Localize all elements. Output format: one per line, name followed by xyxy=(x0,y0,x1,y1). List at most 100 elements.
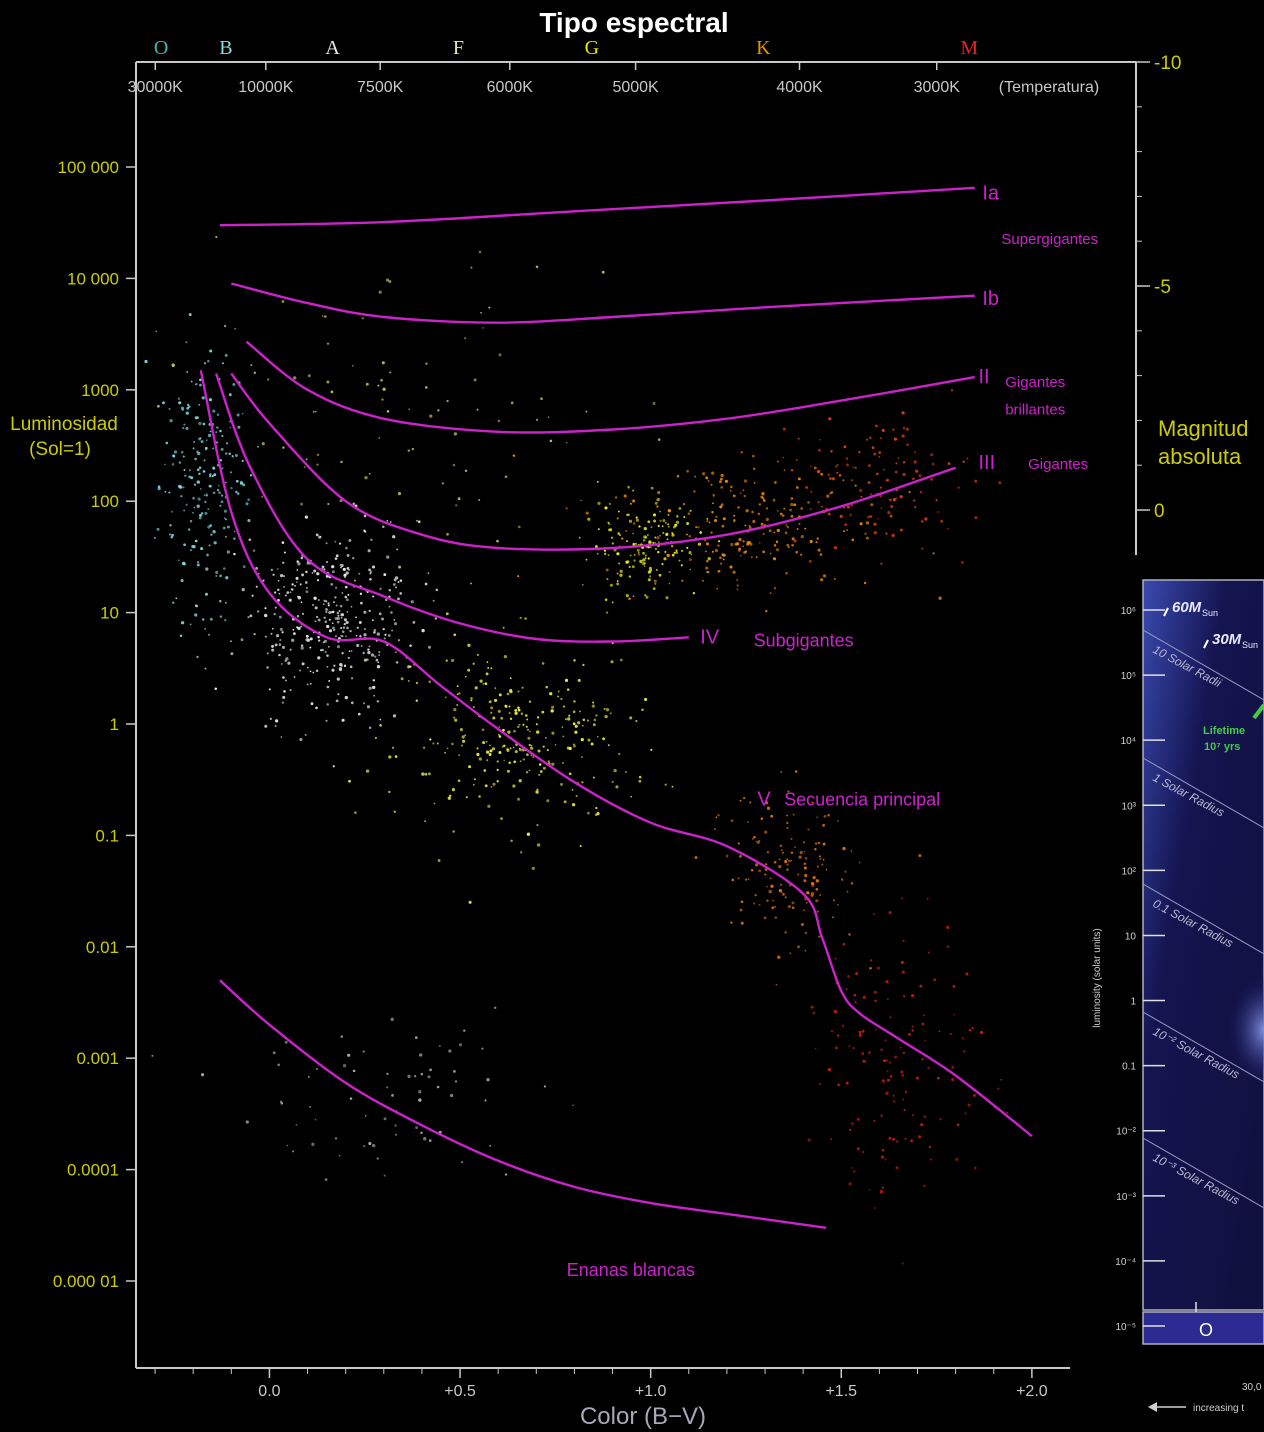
star-point xyxy=(397,597,400,601)
star-point xyxy=(429,738,432,741)
star-point xyxy=(339,662,343,667)
star-point xyxy=(541,710,545,714)
star-point xyxy=(613,768,617,773)
star-point xyxy=(299,583,302,586)
star-point xyxy=(205,439,208,442)
star-point xyxy=(233,537,236,541)
star-point xyxy=(363,610,367,614)
star-point xyxy=(667,525,670,528)
star-point xyxy=(277,588,280,591)
star-point xyxy=(201,396,205,400)
star-point xyxy=(444,696,447,699)
star-point xyxy=(458,754,460,756)
star-point xyxy=(283,690,286,693)
star-point xyxy=(232,382,236,387)
star-point xyxy=(153,537,156,539)
star-point xyxy=(301,573,305,577)
star-point xyxy=(382,627,385,631)
star-point xyxy=(300,644,304,647)
star-point xyxy=(822,842,826,846)
star-point xyxy=(235,479,239,483)
star-point xyxy=(208,544,211,547)
star-point xyxy=(680,549,684,552)
star-point xyxy=(250,364,253,367)
star-point xyxy=(325,719,328,722)
star-point xyxy=(918,854,922,858)
star-point xyxy=(923,1115,927,1119)
star-point xyxy=(870,959,873,962)
star-point xyxy=(336,677,340,681)
star-point xyxy=(497,733,500,736)
star-point xyxy=(291,583,294,586)
star-point xyxy=(487,667,490,669)
star-point xyxy=(215,575,218,577)
star-point xyxy=(389,371,392,374)
star-point xyxy=(300,601,303,604)
star-point xyxy=(273,613,276,616)
star-point xyxy=(327,503,330,505)
star-point xyxy=(185,411,189,415)
star-point xyxy=(631,565,635,569)
star-point xyxy=(837,819,839,822)
star-point xyxy=(845,1081,849,1085)
star-point xyxy=(743,551,747,555)
star-point xyxy=(967,1103,971,1107)
star-point xyxy=(915,1076,920,1080)
star-point xyxy=(968,1028,972,1032)
y-axis-label-line2: (Sol=1) xyxy=(29,439,91,460)
star-point xyxy=(338,667,343,671)
star-point xyxy=(500,817,503,821)
star-point xyxy=(528,769,531,772)
star-point xyxy=(871,446,875,450)
star-point xyxy=(629,502,632,505)
star-point xyxy=(794,770,798,773)
inset-mass-label: 60M xyxy=(1172,599,1202,616)
star-point xyxy=(650,526,653,529)
star-point xyxy=(644,554,647,557)
star-point xyxy=(850,504,854,507)
star-point xyxy=(514,711,518,715)
annotation-label: Enanas blancas xyxy=(567,1260,695,1280)
star-point xyxy=(580,499,582,502)
inset-spectral-label: O xyxy=(1199,1320,1213,1340)
star-point xyxy=(930,453,934,457)
star-point xyxy=(816,865,819,868)
star-point xyxy=(292,628,295,631)
star-point xyxy=(484,1099,487,1102)
star-point xyxy=(635,720,638,723)
star-point xyxy=(184,474,187,477)
star-point xyxy=(899,495,903,499)
star-point xyxy=(577,678,581,682)
star-point xyxy=(739,799,742,802)
star-point xyxy=(514,709,518,712)
star-point xyxy=(312,671,315,674)
star-point xyxy=(780,883,782,886)
star-point xyxy=(155,330,158,333)
star-point xyxy=(557,695,559,698)
star-point xyxy=(228,452,231,456)
star-point xyxy=(784,531,788,535)
star-point xyxy=(186,403,190,407)
star-point xyxy=(314,410,317,413)
star-point xyxy=(517,575,520,578)
star-point xyxy=(744,878,747,881)
star-point xyxy=(198,516,202,520)
star-point xyxy=(317,599,320,601)
star-point xyxy=(715,816,718,819)
star-point xyxy=(491,747,496,751)
star-point xyxy=(754,894,757,897)
star-point xyxy=(365,1115,367,1117)
star-point xyxy=(412,620,416,624)
star-point xyxy=(842,529,846,533)
inset-lifetime-label: Lifetime xyxy=(1203,725,1245,737)
star-point xyxy=(331,565,335,569)
star-point xyxy=(315,615,319,619)
star-point xyxy=(452,463,456,467)
star-point xyxy=(763,916,767,920)
star-point xyxy=(344,576,346,579)
star-point xyxy=(818,1083,821,1086)
star-point xyxy=(545,737,547,739)
star-point xyxy=(367,650,371,655)
star-point xyxy=(282,695,286,699)
star-point xyxy=(436,1085,440,1089)
